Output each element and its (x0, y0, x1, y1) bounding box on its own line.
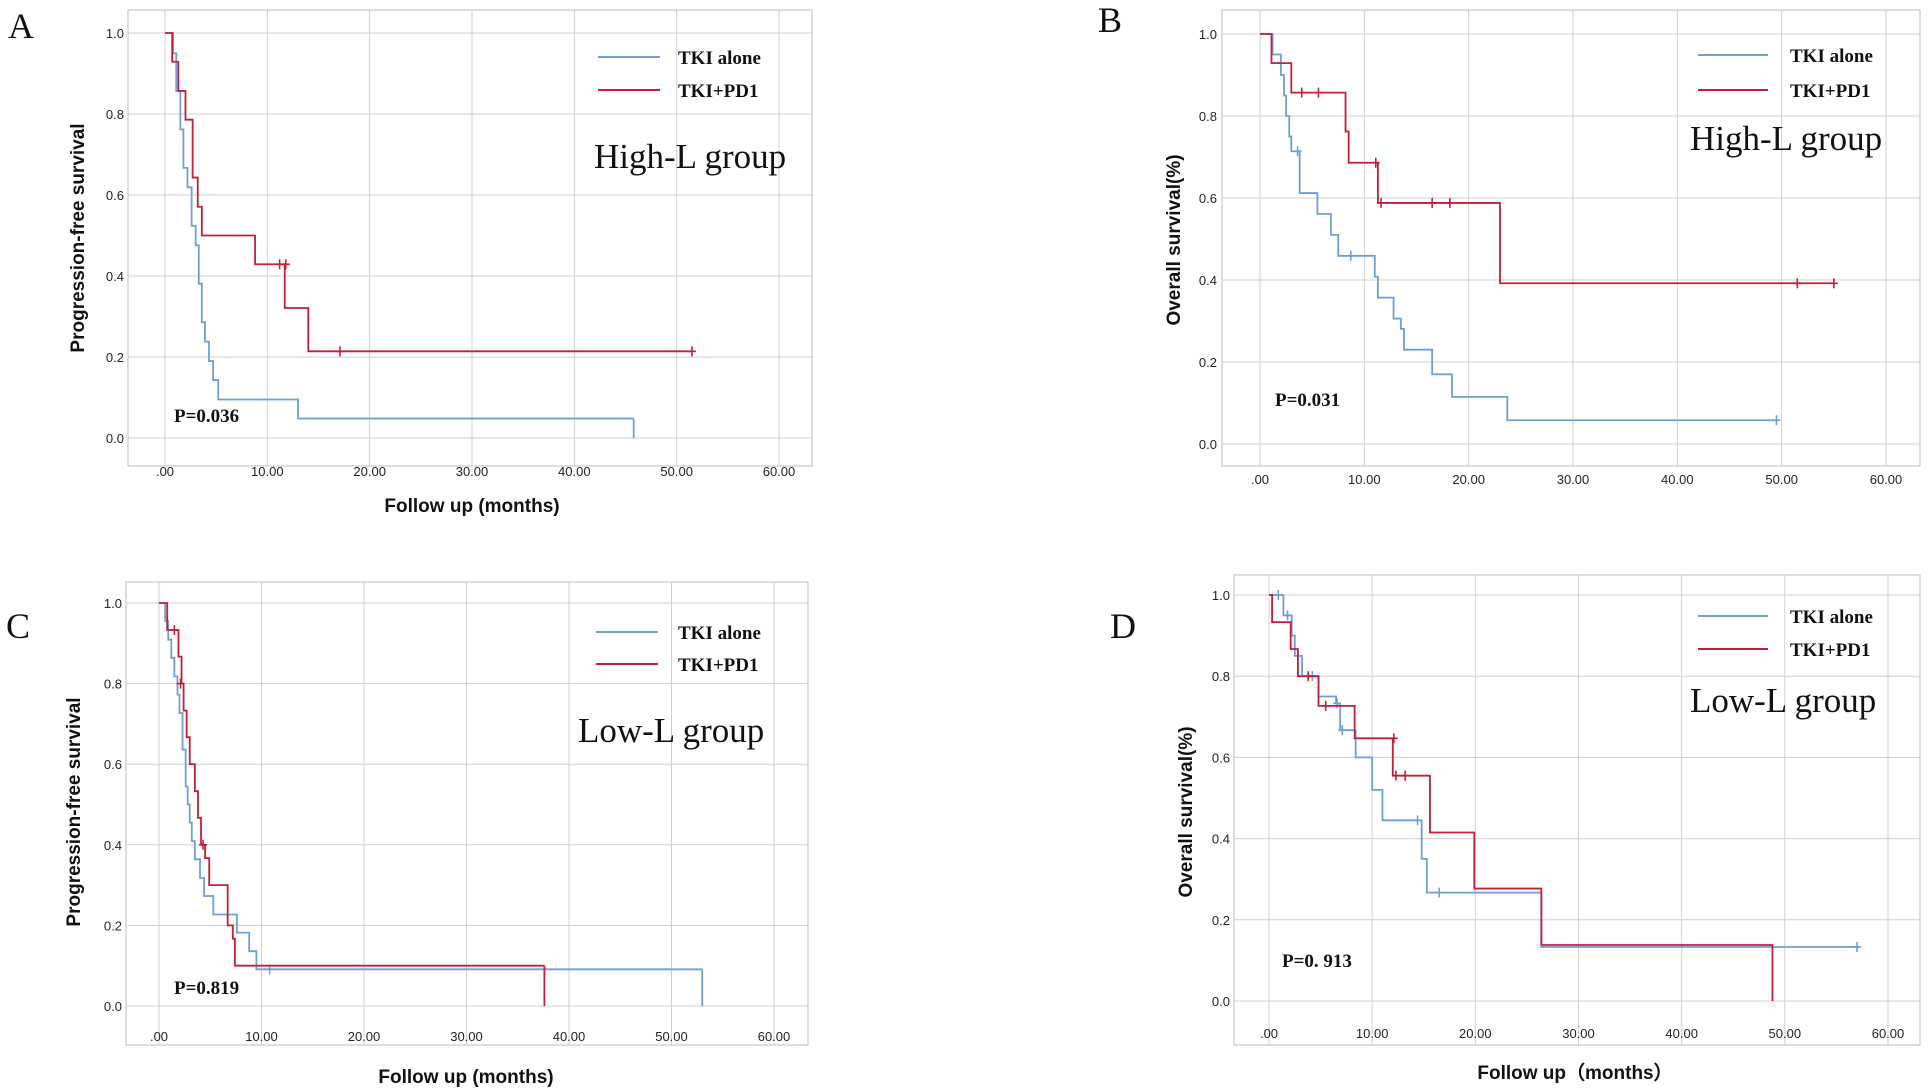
x-tick-label: 20.00 (348, 1029, 381, 1044)
y-tick-label: 0.8 (106, 107, 124, 122)
panel-a: A .00 10.00 20.00 30.00 40.00 50.00 60.00 0.0 0.… (8, 6, 813, 517)
panel-c-letter: C (6, 606, 30, 646)
x-tick-label: 30.00 (1562, 1026, 1595, 1041)
x-tick-label: 20.00 (1452, 472, 1485, 487)
panel-b-legend-tki-pd1: TKI+PD1 (1790, 81, 1871, 102)
panel-a-legend-tki-pd1: TKI+PD1 (678, 81, 759, 102)
panel-c-legend-tki-alone: TKI alone (678, 623, 761, 644)
panel-d-legend-tki-alone: TKI alone (1790, 607, 1873, 628)
y-tick-label: 0.2 (1212, 913, 1230, 928)
y-tick-label: 0.2 (106, 350, 124, 365)
x-tick-label: 50.00 (1765, 472, 1798, 487)
y-tick-label: 0.8 (1212, 669, 1230, 684)
x-tick-label: 40.00 (558, 464, 591, 479)
x-tick-label: .00 (156, 464, 174, 479)
x-tick-label: 60.00 (1872, 1026, 1905, 1041)
y-tick-label: 0.6 (1199, 191, 1217, 206)
plot-frame (1233, 574, 1921, 1046)
panel-d-group-label: Low-L group (1690, 681, 1876, 720)
x-tick-label: 40.00 (1665, 1026, 1698, 1041)
x-tick-label: 10.00 (1356, 1026, 1389, 1041)
x-tick-label: .00 (1251, 472, 1269, 487)
x-tick-label: 30.00 (1557, 472, 1590, 487)
panel-d-xlabel: Follow up（months） (1477, 1061, 1672, 1084)
x-tick-label: 10.00 (1348, 472, 1381, 487)
panel-a-legend-tki-alone: TKI alone (678, 48, 761, 69)
km-curve-tki-pd1 (1260, 33, 1835, 285)
panel-c-p-value: P=0.819 (174, 978, 239, 999)
y-tick-label: 1.0 (1212, 588, 1230, 603)
y-tick-label: 0.0 (1199, 437, 1217, 452)
km-curve-tki-pd1 (1269, 594, 1774, 1001)
y-tick-label: 0.6 (106, 188, 124, 203)
y-tick-label: 0.0 (1212, 994, 1230, 1009)
y-tick-label: 1.0 (1199, 27, 1217, 42)
x-tick-label: .00 (150, 1029, 168, 1044)
panel-d-legend-tki-pd1: TKI+PD1 (1790, 640, 1871, 661)
panel-c-xlabel: Follow up (months) (378, 1067, 553, 1088)
y-tick-label: 0.2 (1199, 355, 1217, 370)
panel-b-p-value: P=0.031 (1275, 390, 1340, 411)
x-tick-label: 40.00 (553, 1029, 586, 1044)
x-tick-label: 40.00 (1661, 472, 1694, 487)
panel-a-p-value: P=0.036 (174, 406, 239, 427)
plot-frame (1221, 9, 1921, 467)
x-tick-label: 20.00 (353, 464, 386, 479)
x-tick-label: 30.00 (450, 1029, 483, 1044)
y-tick-label: 0.4 (106, 269, 124, 284)
y-tick-label: 0.8 (1199, 109, 1217, 124)
y-tick-label: 0.4 (1199, 273, 1217, 288)
x-tick-label: 10.00 (251, 464, 284, 479)
panel-c-plot: .00 10.00 20.00 30.00 40.00 50.00 60.00 0.0 0.2 0… (104, 581, 809, 1046)
x-tick-label: 60.00 (1870, 472, 1903, 487)
panel-c-ylabel: Progression-free survival (64, 697, 85, 926)
x-tick-label: .00 (1260, 1026, 1278, 1041)
panel-b-legend-tki-alone: TKI alone (1790, 46, 1873, 67)
y-tick-label: 0.6 (1212, 750, 1230, 765)
x-tick-label: 60.00 (758, 1029, 791, 1044)
km-curve-tki-alone (1260, 33, 1777, 422)
km-curve-tki-pd1 (159, 602, 545, 967)
panel-b-group-label: High-L group (1690, 119, 1882, 158)
km-curve-tki-alone (159, 602, 703, 971)
panel-a-plot: .00 10.00 20.00 30.00 40.00 50.00 60.00 0.0 0.2 0… (106, 9, 813, 479)
x-tick-label: 50.00 (655, 1029, 688, 1044)
y-tick-label: 1.0 (106, 26, 124, 41)
x-tick-label: 30.00 (456, 464, 489, 479)
x-tick-label: 20.00 (1459, 1026, 1492, 1041)
y-tick-label: 0.2 (104, 918, 122, 933)
panel-b-ylabel: Overall survival(%) (1164, 154, 1185, 325)
panel-d-p-value: P=0. 913 (1282, 951, 1352, 972)
x-tick-label: 10.00 (245, 1029, 278, 1044)
km-curve-tki-alone (1269, 594, 1860, 948)
panel-c: C .00 10.00 20.00 30.00 40.00 50.00 60.00 0.0 0.… (6, 581, 809, 1088)
km-curve-tki-alone (165, 32, 634, 420)
panel-d-ylabel: Overall survival(%) (1176, 726, 1197, 897)
panel-a-ylabel: Progression-free survival (68, 123, 89, 352)
plot-frame (127, 9, 813, 467)
panel-b: B .00 10.00 20.00 30.00 40.00 50.00 60.00 0.0 0.… (1098, 0, 1921, 487)
y-tick-label: 0.0 (104, 999, 122, 1014)
panel-c-legend-tki-pd1: TKI+PD1 (678, 655, 759, 676)
x-tick-label: 50.00 (660, 464, 693, 479)
y-tick-label: 0.4 (104, 838, 122, 853)
y-tick-label: 0.4 (1212, 832, 1230, 847)
panel-b-plot: .00 10.00 20.00 30.00 40.00 50.00 60.00 0.0 0.2 0… (1199, 9, 1921, 487)
panel-b-letter: B (1098, 0, 1122, 40)
y-tick-label: 1.0 (104, 596, 122, 611)
panel-a-letter: A (8, 6, 34, 46)
x-tick-label: 60.00 (763, 464, 796, 479)
panel-a-group-label: High-L group (594, 137, 786, 176)
x-tick-label: 50.00 (1769, 1026, 1802, 1041)
y-tick-label: 0.6 (104, 757, 122, 772)
panel-d: D .00 10.00 20.00 30.00 40.00 50.00 60.00 0.0 0.… (1110, 574, 1921, 1084)
panel-d-plot: .00 10.00 20.00 30.00 40.00 50.00 60.00 0.0 0.2 0… (1212, 574, 1921, 1046)
y-tick-label: 0.0 (106, 431, 124, 446)
panel-a-xlabel: Follow up (months) (384, 496, 559, 517)
km-curve-tki-pd1 (165, 32, 693, 353)
panel-c-group-label: Low-L group (578, 711, 764, 750)
y-tick-label: 0.8 (104, 677, 122, 692)
panel-d-letter: D (1110, 606, 1136, 646)
